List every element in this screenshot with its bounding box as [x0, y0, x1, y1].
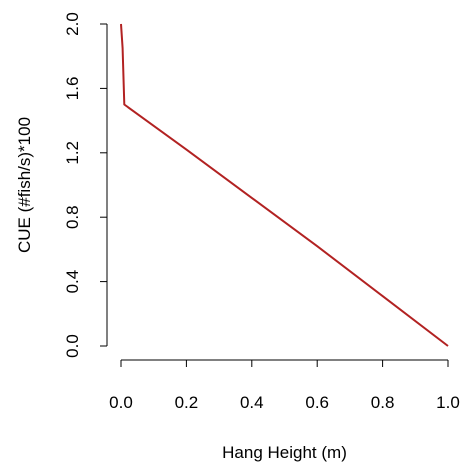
- y-axis-label: CUE (#fish/s)*100: [15, 117, 34, 253]
- y-tick-label: 1.2: [63, 141, 82, 165]
- x-ticks: 0.0 0.2 0.4 0.6 0.8 1.0: [109, 360, 460, 412]
- y-tick-label: 0.4: [63, 270, 82, 294]
- x-tick-label: 0.2: [175, 393, 199, 412]
- y-tick-label: 0.0: [63, 334, 82, 358]
- x-tick-label: 0.8: [371, 393, 395, 412]
- y-ticks: 0.0 0.4 0.8 1.2 1.6 2.0: [63, 12, 107, 358]
- x-tick-label: 0.4: [240, 393, 264, 412]
- y-tick-label: 0.8: [63, 205, 82, 229]
- axes: [106, 24, 448, 361]
- y-tick-label: 2.0: [63, 12, 82, 36]
- x-tick-label: 0.0: [109, 393, 133, 412]
- series-layer: [120, 23, 449, 347]
- x-tick-label: 1.0: [436, 393, 460, 412]
- series-line: [120, 23, 449, 347]
- x-tick-label: 0.6: [305, 393, 329, 412]
- x-axis-label: Hang Height (m): [222, 443, 347, 462]
- y-tick-label: 1.6: [63, 77, 82, 101]
